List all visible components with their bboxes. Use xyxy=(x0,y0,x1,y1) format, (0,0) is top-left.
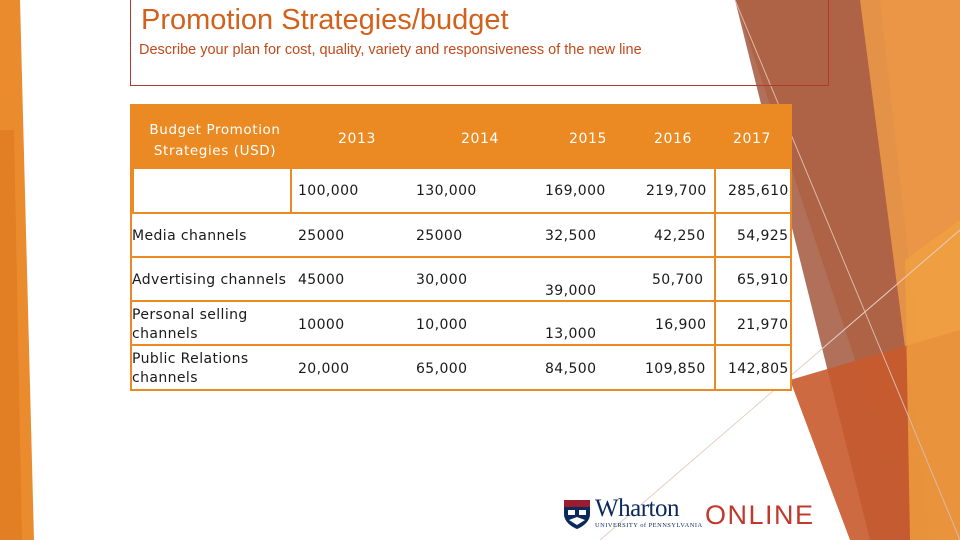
title-box: Promotion Strategies/budget Describe you… xyxy=(130,0,829,86)
table-header-row: Budget Promotion Strategies (USD) 2013 2… xyxy=(132,106,790,169)
logo-online-text: ONLINE xyxy=(705,500,815,530)
logo-tagline: UNIVERSITY of PENNSYLVANIA xyxy=(595,522,703,529)
left-orange-sliver-dark xyxy=(0,130,22,540)
table-cell: 10,000 xyxy=(416,317,468,333)
header-cell-2015: 2015 xyxy=(568,131,608,147)
table-cell: 45000 xyxy=(298,272,345,288)
table-cell: 84,500 xyxy=(545,361,597,377)
header-cell-2013: 2013 xyxy=(337,131,377,147)
table-cell: 13,000 xyxy=(545,326,597,342)
column-divider xyxy=(132,169,134,213)
table-cell: 130,000 xyxy=(416,183,477,199)
header-cell-2017: 2017 xyxy=(732,131,772,147)
row-divider xyxy=(132,212,790,214)
table-cell: 219,700 xyxy=(646,183,707,199)
table-cell: 39,000 xyxy=(545,283,597,299)
slide-subtitle: Describe your plan for cost, quality, va… xyxy=(139,42,642,58)
table-cell: 30,000 xyxy=(416,272,468,288)
table-cell: 21,970 xyxy=(737,317,789,333)
table-cell: 32,500 xyxy=(545,228,597,244)
table-cell: 109,850 xyxy=(645,361,706,377)
header-cell-category: Budget Promotion Strategies (USD) xyxy=(149,122,281,159)
budget-table: Budget Promotion Strategies (USD) 2013 2… xyxy=(130,104,792,391)
table-cell: 42,250 xyxy=(654,228,706,244)
table-cell: 285,610 xyxy=(728,183,789,199)
column-divider xyxy=(714,344,716,389)
column-divider xyxy=(290,169,292,213)
table-cell: 50,700 xyxy=(652,272,704,288)
table-cell: 65,000 xyxy=(416,361,468,377)
table-cell: 65,910 xyxy=(737,272,789,288)
row-divider xyxy=(132,344,790,346)
table-cell: 169,000 xyxy=(545,183,606,199)
table-cell: 142,805 xyxy=(728,361,789,377)
table-cell: 20,000 xyxy=(298,361,350,377)
wharton-online-logo: Wharton UNIVERSITY of PENNSYLVANIA ONLIN… xyxy=(562,494,822,534)
logo-wharton-text: Wharton xyxy=(595,495,679,522)
table-cell: 25000 xyxy=(416,228,463,244)
row-label-public-relations: Public Relations channels xyxy=(132,351,249,386)
column-divider xyxy=(714,300,716,344)
table-cell: 16,900 xyxy=(655,317,707,333)
header-cell-2014: 2014 xyxy=(460,131,500,147)
table-cell: 25000 xyxy=(298,228,345,244)
thin-line-1 xyxy=(734,0,960,540)
row-label-media: Media channels xyxy=(132,228,247,244)
slide-title: Promotion Strategies/budget xyxy=(141,4,509,36)
column-divider xyxy=(714,212,716,256)
header-cell-2016: 2016 xyxy=(653,131,693,147)
column-divider xyxy=(714,169,716,213)
shield-icon xyxy=(564,500,590,529)
table-cell: 54,925 xyxy=(737,228,789,244)
row-divider xyxy=(132,256,790,258)
table-cell: 10000 xyxy=(298,317,345,333)
right-panel-orange xyxy=(905,220,960,540)
table-cell: 100,000 xyxy=(298,183,359,199)
column-divider xyxy=(714,256,716,300)
row-divider xyxy=(132,300,790,302)
row-label-advertising: Advertising channels xyxy=(132,272,287,288)
row-label-personal-selling: Personal selling channels xyxy=(132,307,248,342)
